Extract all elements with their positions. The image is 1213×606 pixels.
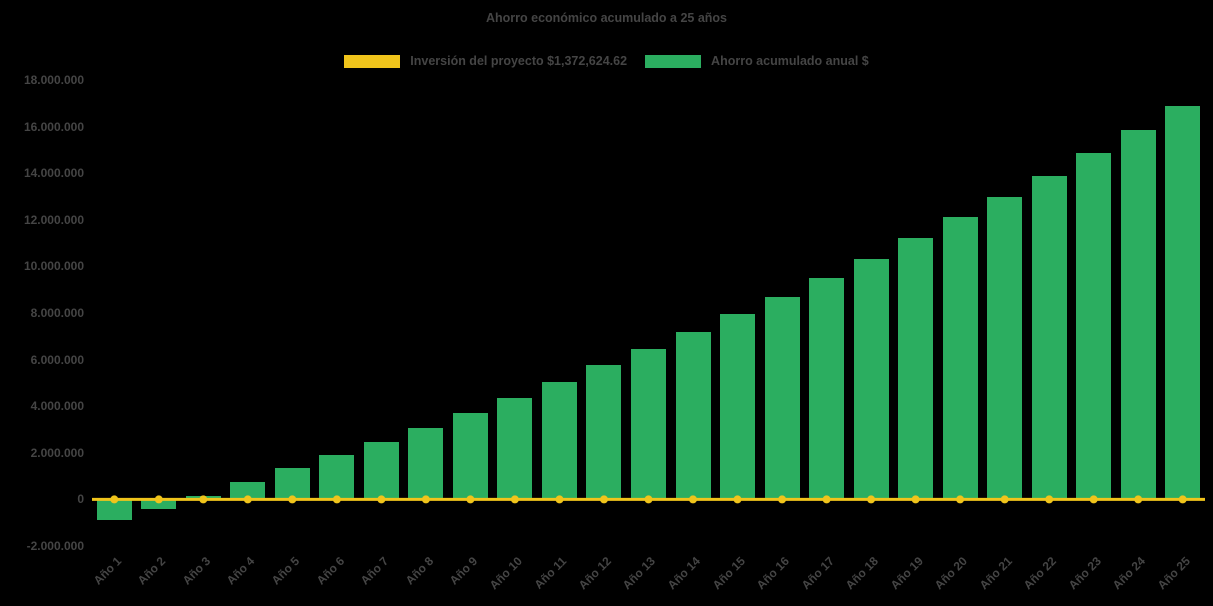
bars-layer <box>92 80 1205 546</box>
x-axis-label: Año 10 <box>486 554 525 593</box>
line-point-marker <box>911 495 920 504</box>
line-point-marker <box>510 495 519 504</box>
line-point-marker <box>1089 495 1098 504</box>
legend-item[interactable]: Inversión del proyecto $1,372,624.62 <box>344 54 627 68</box>
line-point-marker <box>867 495 876 504</box>
x-axis-label: Año 20 <box>931 554 971 593</box>
y-axis-tick-label: -2.000.000 <box>26 539 84 553</box>
bar <box>274 467 310 500</box>
y-axis-tick-label: 4.000.000 <box>30 399 84 414</box>
bar <box>942 217 978 500</box>
y-axis-tick-label: 8.000.000 <box>30 306 84 320</box>
legend-swatch-icon <box>645 54 702 68</box>
x-axis-label: Año 24 <box>1109 554 1149 593</box>
legend-label: Ahorro acumulado anual $ <box>711 54 869 68</box>
bar <box>1031 175 1067 500</box>
x-axis-label: Año 1 <box>90 554 125 588</box>
x-axis-label: Año 23 <box>1065 554 1104 593</box>
line-point-marker <box>644 495 653 504</box>
bar <box>96 499 132 521</box>
bar <box>1076 153 1112 500</box>
bar <box>319 455 355 500</box>
bar <box>141 499 177 509</box>
line-point-marker <box>1178 495 1187 504</box>
line-point-marker <box>1134 495 1143 504</box>
legend-label: Inversión del proyecto $1,372,624.62 <box>410 54 628 68</box>
legend-swatch-icon <box>344 54 401 68</box>
line-point-marker <box>288 495 297 504</box>
bar <box>408 428 444 500</box>
y-axis-tick-label: 6.000.000 <box>30 352 84 367</box>
line-point-marker <box>243 495 252 504</box>
x-axis-label: Año 6 <box>313 554 347 588</box>
x-axis-label: Año 4 <box>224 554 258 588</box>
x-axis-label: Año 2 <box>135 554 169 588</box>
x-axis-label: Año 3 <box>179 554 214 588</box>
bar <box>898 238 934 500</box>
plot-area: Año 1 Año 2 Año 3 Año 4 Año 5 Año 6 Año 7 Año 8… <box>91 80 1205 592</box>
line-point-marker <box>600 495 608 504</box>
x-axis-label: Año 12 <box>575 554 614 593</box>
line-point-marker <box>956 495 965 504</box>
bar <box>1165 105 1201 500</box>
x-axis-label: Año 15 <box>709 554 748 593</box>
x-axis-label: Año 13 <box>620 554 659 593</box>
line-point-marker <box>110 495 119 504</box>
x-axis: Año 1 Año 2 Año 3 Año 4 Año 5 Año 6 Año 7 Año 8… <box>91 80 1205 592</box>
bar <box>497 398 533 500</box>
bar <box>853 259 889 500</box>
x-axis-label: Año 8 <box>402 554 436 588</box>
bar <box>363 442 399 500</box>
line-point-marker <box>466 495 475 504</box>
line-point-marker <box>154 495 163 504</box>
x-axis-label: Año 21 <box>976 554 1015 593</box>
line-point-marker <box>421 495 430 504</box>
y-axis-tick-label: 10.000.000 <box>23 259 84 274</box>
bar <box>541 381 577 500</box>
chart-legend: Inversión del proyecto $1,372,624.62 Ahor… <box>0 54 1213 68</box>
x-axis-label: Año 14 <box>664 554 703 593</box>
x-axis-label: Año 25 <box>1154 554 1193 593</box>
line-point-marker <box>822 495 831 504</box>
x-axis-label: Año 19 <box>887 554 926 593</box>
bar <box>586 365 622 500</box>
y-axis-tick-label: 0 <box>77 492 84 507</box>
x-axis-label: Año 16 <box>753 554 792 593</box>
line-point-marker <box>199 495 208 504</box>
bar <box>631 349 666 500</box>
line-point-marker <box>733 495 742 504</box>
line-point-marker <box>1000 495 1009 504</box>
x-axis-label: Año 5 <box>268 554 303 588</box>
y-axis: 18.000.000 16.000.000 14.000.000 12.000.000… <box>0 73 84 553</box>
line-point-marker <box>555 495 564 504</box>
y-axis-tick-label: 18.000.000 <box>23 73 84 87</box>
investment-line-layer <box>92 495 1205 504</box>
chart-title: Ahorro económico acumulado a 25 años <box>485 11 728 25</box>
y-axis-tick-label: 12.000.000 <box>23 212 84 227</box>
bar <box>809 278 845 500</box>
y-axis-tick-label: 16.000.000 <box>23 119 84 134</box>
bar <box>764 296 800 500</box>
line-point-marker <box>332 495 341 504</box>
bar <box>1120 130 1156 500</box>
bar <box>230 481 266 500</box>
legend-item[interactable]: Ahorro acumulado anual $ <box>645 54 869 68</box>
x-axis-label: Año 22 <box>1020 554 1060 593</box>
x-axis-label: Año 17 <box>798 554 837 593</box>
line-point-marker <box>1045 495 1054 504</box>
bar <box>452 413 488 500</box>
x-axis-label: Año 18 <box>842 554 882 593</box>
line-point-marker <box>377 495 386 504</box>
bar <box>675 331 711 500</box>
x-axis-label: Año 7 <box>357 554 392 588</box>
bar <box>720 314 756 500</box>
line-point-marker <box>778 495 787 504</box>
y-axis-tick-label: 2.000.000 <box>30 445 84 460</box>
line-point-marker <box>689 495 697 504</box>
bar <box>987 196 1023 500</box>
y-axis-tick-label: 14.000.000 <box>23 166 84 181</box>
x-axis-label: Año 11 <box>531 554 570 592</box>
x-axis-label: Año 9 <box>446 554 481 588</box>
